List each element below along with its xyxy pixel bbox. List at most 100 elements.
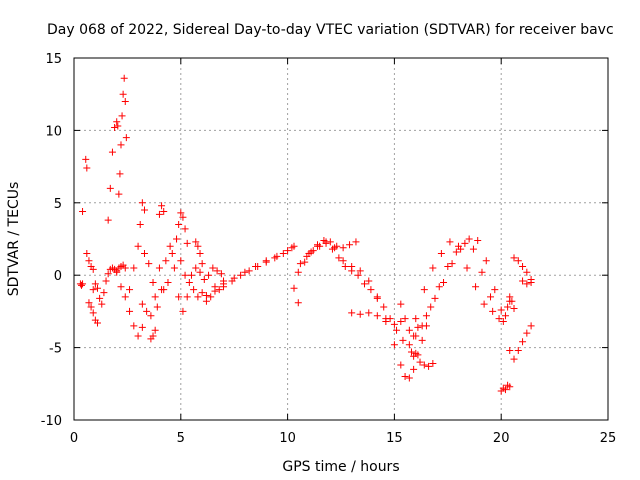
series-rise-b — [202, 244, 296, 299]
data-point — [185, 278, 193, 286]
data-point — [77, 281, 85, 289]
data-point — [82, 155, 90, 163]
data-point — [164, 278, 172, 286]
data-point — [457, 245, 465, 253]
data-point — [412, 349, 420, 357]
data-point — [431, 294, 439, 302]
series-spike-b — [115, 74, 130, 198]
data-point — [106, 184, 114, 192]
data-point — [523, 329, 531, 337]
series-hump-b — [155, 202, 168, 218]
data-point — [444, 263, 452, 271]
series-early-f — [89, 264, 121, 308]
data-point — [365, 277, 373, 285]
data-point — [149, 332, 157, 340]
data-point — [85, 257, 93, 265]
y-tick-label: 5 — [54, 197, 62, 212]
data-point — [89, 309, 97, 317]
data-point — [215, 286, 223, 294]
data-point — [301, 258, 309, 266]
data-point — [429, 264, 437, 272]
data-point — [121, 293, 129, 301]
y-axis-title: SDTVAR / TECUs — [6, 182, 22, 297]
data-point — [140, 249, 148, 257]
data-point — [412, 315, 420, 323]
data-point — [429, 360, 437, 368]
data-point — [397, 300, 405, 308]
data-points — [76, 74, 535, 395]
series-wave-b — [418, 239, 503, 330]
data-point — [89, 286, 97, 294]
data-point — [115, 190, 123, 198]
data-point — [136, 221, 144, 229]
data-point — [100, 289, 108, 297]
data-point — [465, 235, 473, 243]
data-point — [192, 264, 200, 272]
data-point — [138, 199, 146, 207]
y-tick-label: -5 — [49, 342, 62, 357]
data-point — [418, 336, 426, 344]
data-point — [138, 300, 146, 308]
data-point — [119, 90, 127, 98]
data-point — [104, 270, 112, 278]
data-point — [134, 242, 142, 250]
data-point — [469, 245, 477, 253]
data-point — [114, 122, 122, 130]
data-point — [480, 300, 488, 308]
data-point — [305, 249, 313, 257]
data-point — [422, 312, 430, 320]
data-point — [108, 148, 116, 156]
data-point — [499, 318, 507, 326]
series-early-g — [113, 261, 129, 275]
data-point — [254, 263, 262, 271]
series-wiggle-b — [140, 242, 225, 315]
data-point — [296, 260, 304, 268]
data-point — [160, 207, 168, 215]
data-point — [331, 244, 339, 252]
data-point — [155, 210, 163, 218]
data-point — [93, 319, 101, 327]
x-tick-label: 20 — [493, 431, 510, 446]
data-point — [348, 309, 356, 317]
data-point — [104, 216, 112, 224]
data-point — [202, 291, 210, 299]
data-point — [463, 264, 471, 272]
plot-frame — [73, 57, 609, 421]
axis-ticks: 0 5 10 15 20 25 -10 -5 0 5 10 15 — [41, 52, 617, 446]
series-early-e — [87, 303, 101, 327]
data-point — [489, 307, 497, 315]
data-point — [365, 309, 373, 317]
data-point — [487, 293, 495, 301]
data-point — [290, 284, 298, 292]
data-point — [309, 247, 317, 255]
y-tick-label: 10 — [45, 124, 62, 139]
data-point — [354, 271, 362, 279]
series-wiggle-a — [138, 235, 228, 320]
data-point — [425, 362, 433, 370]
series-early-d — [83, 249, 97, 273]
data-point — [495, 315, 503, 323]
data-point — [294, 268, 302, 276]
data-point — [514, 346, 522, 354]
data-point — [177, 209, 185, 217]
data-point — [420, 361, 428, 369]
data-point — [194, 293, 202, 301]
data-point — [134, 332, 142, 340]
data-point — [211, 287, 219, 295]
data-point — [352, 238, 360, 246]
series-tail-b — [407, 348, 420, 360]
data-point — [168, 249, 176, 257]
data-point — [120, 74, 128, 82]
data-point — [126, 286, 134, 294]
data-point — [262, 258, 270, 266]
data-point — [401, 315, 409, 323]
data-point — [427, 303, 435, 311]
data-point — [514, 257, 522, 265]
data-point — [414, 323, 422, 331]
data-point — [390, 341, 398, 349]
series-drop-b — [294, 299, 302, 307]
data-point — [140, 206, 148, 214]
data-point — [390, 320, 398, 328]
data-point — [339, 244, 347, 252]
data-point — [173, 235, 181, 243]
